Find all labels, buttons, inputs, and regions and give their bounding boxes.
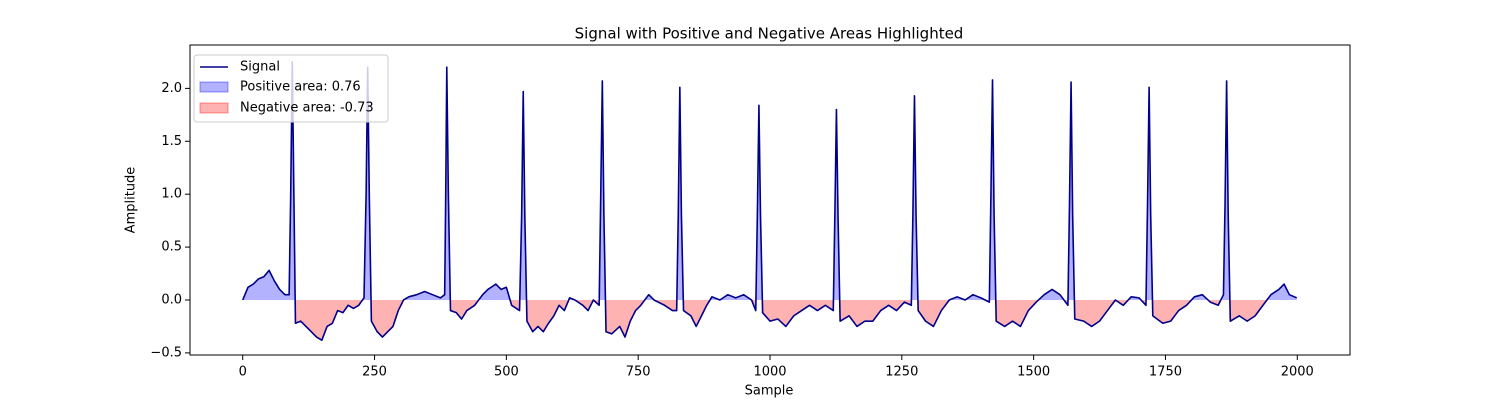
legend-label: Positive area: 0.76 xyxy=(240,80,361,95)
x-tick-label: 0 xyxy=(239,365,247,380)
signal-line xyxy=(241,61,1298,341)
legend-swatch xyxy=(199,102,229,114)
x-tick-label: 1000 xyxy=(753,365,786,380)
x-tick-label: 1750 xyxy=(1149,365,1182,380)
y-tick-label: 0.0 xyxy=(161,292,182,307)
legend-label: Negative area: -0.73 xyxy=(240,101,374,116)
legend-swatch xyxy=(199,81,229,93)
chart-title: Signal with Positive and Negative Areas … xyxy=(575,25,964,43)
y-tick-label: 1.0 xyxy=(161,187,182,202)
x-tick-label: 750 xyxy=(626,365,651,380)
y-tick-label: 2.0 xyxy=(161,81,182,96)
y-tick-label: 1.5 xyxy=(161,134,182,149)
x-tick-label: 1250 xyxy=(885,365,918,380)
x-tick-label: 1500 xyxy=(1017,365,1050,380)
y-axis-label: Amplitude xyxy=(124,167,139,234)
x-tick-label: 500 xyxy=(494,365,519,380)
legend-box xyxy=(193,54,389,123)
x-tick-label: 250 xyxy=(362,365,387,380)
plot-frame xyxy=(189,44,1351,356)
x-tick-label: 2000 xyxy=(1281,365,1314,380)
x-axis-label: Sample xyxy=(745,384,794,399)
legend-label: Signal xyxy=(240,60,280,75)
y-tick-label: −0.5 xyxy=(150,345,182,360)
y-tick-label: 0.5 xyxy=(161,240,182,255)
